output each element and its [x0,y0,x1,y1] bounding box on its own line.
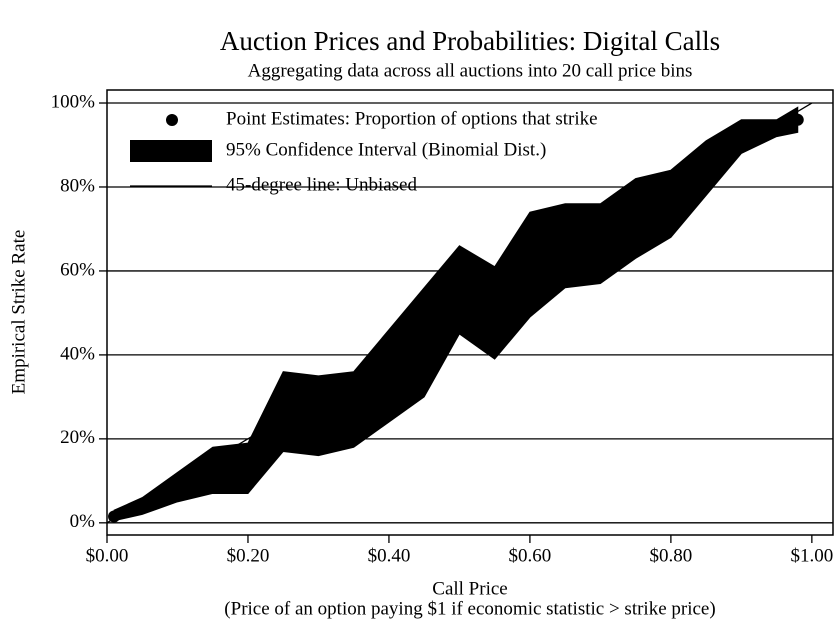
point-estimate [347,403,360,416]
point-estimate [312,409,325,422]
y-tick-label: 100% [51,91,96,112]
point-estimate [791,113,804,126]
y-tick-label: 80% [60,175,95,196]
legend-label: 45-degree line: Unbiased [226,174,417,195]
x-axis-sublabel: (Price of an option paying $1 if economi… [224,598,715,619]
x-tick-label: $0.20 [227,545,270,566]
y-tick-label: 40% [60,343,95,364]
x-axis-label: Call Price [432,578,507,599]
point-estimate [418,336,431,349]
point-estimate [453,283,466,296]
point-estimate [382,369,395,382]
legend-swatch [130,140,212,162]
point-estimate [136,500,149,513]
point-estimate [523,258,536,271]
x-tick-label: $0.40 [368,545,411,566]
legend-label: Point Estimates: Proportion of options t… [226,108,598,129]
point-estimate [488,306,501,319]
chart-title: Auction Prices and Probabilities: Digita… [220,26,720,56]
y-tick-label: 60% [60,259,95,280]
confidence-band [113,106,799,522]
x-tick-label: $0.60 [509,545,552,566]
point-estimate [664,197,677,210]
point-estimate [108,510,121,523]
point-estimate [559,239,572,252]
point-estimate [700,162,713,175]
y-tick-label: 0% [70,511,96,532]
point-estimate [735,130,748,143]
y-axis-label: Empirical Strike Rate [8,230,29,395]
point-estimate [241,462,254,475]
point-estimate [629,212,642,225]
point-estimate [594,237,607,250]
point-estimate [206,464,219,477]
legend-label: 95% Confidence Interval (Binomial Dist.) [226,139,546,160]
point-estimate [171,481,184,494]
plot-frame [106,89,834,536]
chart-subtitle: Aggregating data across all auctions int… [248,60,693,81]
x-tick-label: $0.80 [650,545,693,566]
point-estimate [277,405,290,418]
legend-marker [166,114,178,126]
y-tick-label: 20% [60,427,95,448]
x-tick-label: $0.00 [86,545,129,566]
point-estimate [770,122,783,135]
x-tick-label: $1.00 [790,545,833,566]
